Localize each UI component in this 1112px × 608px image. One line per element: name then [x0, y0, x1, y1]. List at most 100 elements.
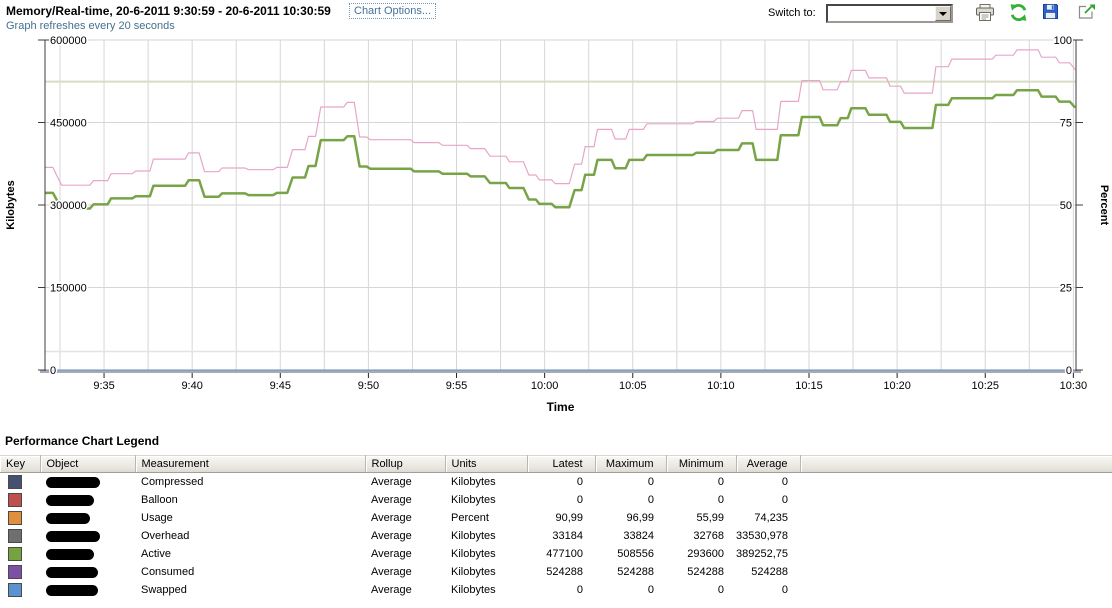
measurement-cell: Active — [141, 548, 171, 560]
series-color-swatch — [8, 529, 22, 543]
x-tick-label: 9:45 — [270, 380, 291, 392]
minimum-cell: 524288 — [687, 566, 724, 578]
average-cell: 74,235 — [754, 512, 788, 524]
object-cell — [40, 473, 135, 492]
chart-options-link[interactable]: Chart Options... — [349, 3, 437, 19]
redacted-object-name — [46, 530, 100, 542]
object-cell — [40, 545, 135, 563]
average-cell: 389252,75 — [736, 548, 788, 560]
legend-title: Performance Chart Legend — [5, 434, 160, 448]
chevron-down-icon — [939, 12, 947, 16]
minimum-cell: 0 — [717, 476, 724, 488]
latest-cell: 0 — [576, 494, 583, 506]
filler-cell — [800, 491, 1112, 509]
minimum-cell: 0 — [717, 584, 724, 596]
x-tick-label: 10:25 — [971, 380, 999, 392]
units-cell: Kilobytes — [451, 476, 496, 488]
x-tick-label: 9:55 — [446, 380, 467, 392]
legend-row-balloon: Balloon Average Kilobytes 0 0 0 0 — [0, 491, 1112, 509]
save-icon — [1043, 4, 1058, 19]
redacted-object-name — [46, 566, 98, 578]
y-right-axis-title: Percent — [1098, 185, 1110, 226]
legend-column-header-object[interactable]: Object — [40, 455, 136, 473]
legend-row-swapped: Swapped Average Kilobytes 0 0 0 0 — [0, 581, 1112, 599]
latest-cell: 33184 — [552, 530, 583, 542]
x-tick-label: 10:05 — [619, 380, 647, 392]
minimum-cell: 293600 — [687, 548, 724, 560]
key-cell — [0, 509, 40, 527]
x-axis-title: Time — [547, 400, 575, 414]
filler-cell — [800, 563, 1112, 581]
refresh-note: Graph refreshes every 20 seconds — [6, 20, 175, 32]
refresh-button[interactable] — [1009, 3, 1030, 23]
legend-column-header-minimum[interactable]: Minimum — [666, 455, 737, 473]
y-right-tick-label: 25 — [1060, 283, 1072, 295]
legend-column-header-maximum[interactable]: Maximum — [595, 455, 667, 473]
rollup-cell: Average — [371, 566, 412, 578]
redacted-object-name — [46, 512, 90, 524]
export-icon — [1078, 4, 1095, 19]
y-right-tick-label: 0 — [1066, 365, 1072, 377]
key-cell — [0, 527, 40, 545]
print-icon — [976, 4, 994, 21]
legend-column-header-units[interactable]: Units — [445, 455, 528, 473]
legend-table: Key Object Measurement Rollup Units Latest Max… — [0, 455, 1112, 599]
series-color-swatch — [8, 583, 22, 597]
average-cell: 524288 — [751, 566, 788, 578]
dropdown-arrow-button[interactable] — [935, 6, 951, 21]
print-button[interactable] — [975, 3, 996, 23]
switch-to-dropdown[interactable] — [826, 4, 953, 23]
maximum-cell: 33824 — [623, 530, 654, 542]
memory-performance-chart: 0 150000 300000 450000 600000 0 25 50 75 100 9:35 9… — [5, 34, 1110, 415]
object-cell — [40, 509, 135, 527]
series-line-active — [45, 89, 1077, 210]
y-left-tick-label: 150000 — [50, 283, 87, 295]
legend-column-header-rollup[interactable]: Rollup — [365, 455, 446, 473]
measurement-cell: Compressed — [141, 476, 204, 488]
legend-row-active: Active Average Kilobytes 477100 508556 293600… — [0, 545, 1112, 563]
measurement-cell: Swapped — [141, 584, 187, 596]
legend-column-header-key[interactable]: Key — [0, 455, 41, 473]
x-tick-label: 10:10 — [707, 380, 735, 392]
legend-column-header-measurement[interactable]: Measurement — [135, 455, 366, 473]
object-cell — [40, 527, 135, 545]
save-button[interactable] — [1042, 3, 1063, 23]
filler-cell — [800, 509, 1112, 527]
x-tick-label: 10:00 — [531, 380, 559, 392]
y-right-tick-label: 75 — [1060, 118, 1072, 130]
y-left-tick-label: 0 — [50, 365, 56, 377]
series-color-swatch — [8, 475, 22, 489]
measurement-cell: Balloon — [141, 494, 178, 506]
x-tick-label: 9:40 — [181, 380, 202, 392]
measurement-cell: Usage — [141, 512, 173, 524]
object-cell — [40, 563, 135, 581]
legend-column-header-latest[interactable]: Latest — [527, 455, 596, 473]
object-cell — [40, 491, 135, 509]
maximum-cell: 0 — [647, 476, 654, 488]
refresh-icon — [1010, 4, 1027, 21]
redacted-object-name — [46, 476, 100, 488]
maximum-cell: 524288 — [617, 566, 654, 578]
redacted-object-name — [46, 494, 94, 506]
switch-to-label: Switch to: — [768, 7, 816, 19]
units-cell: Percent — [451, 512, 489, 524]
latest-cell: 0 — [576, 584, 583, 596]
y-left-tick-label: 600000 — [50, 35, 87, 47]
series-color-swatch — [8, 547, 22, 561]
x-tick-label: 10:20 — [883, 380, 911, 392]
y-right-tick-label: 100 — [1054, 35, 1072, 47]
maximum-cell: 0 — [647, 494, 654, 506]
latest-cell: 477100 — [546, 548, 583, 560]
maximum-cell: 96,99 — [626, 512, 654, 524]
filler-cell — [800, 581, 1112, 599]
x-tick-label: 10:15 — [795, 380, 823, 392]
legend-column-header-average[interactable]: Average — [736, 455, 801, 473]
series-line-usage — [45, 49, 1076, 186]
latest-cell: 0 — [576, 476, 583, 488]
average-cell: 0 — [781, 494, 788, 506]
units-cell: Kilobytes — [451, 494, 496, 506]
units-cell: Kilobytes — [451, 530, 496, 542]
rollup-cell: Average — [371, 494, 412, 506]
key-cell — [0, 491, 40, 509]
export-button[interactable] — [1077, 3, 1098, 23]
